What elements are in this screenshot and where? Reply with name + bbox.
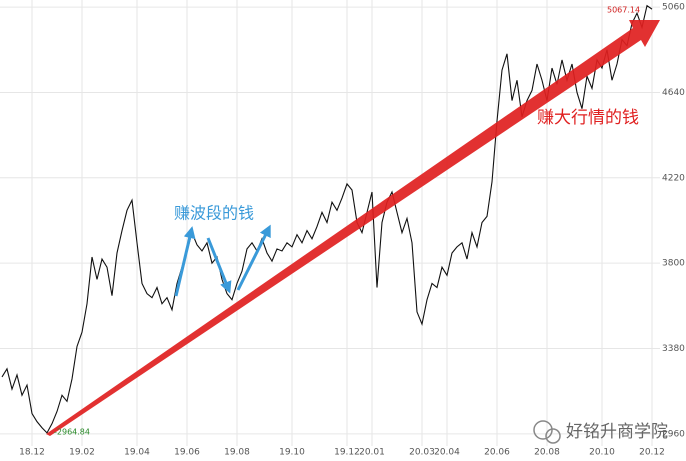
x-tick-label: 20.01 xyxy=(359,448,385,458)
watermark: 好铭升商学院 xyxy=(566,422,668,442)
swing-arrows xyxy=(174,224,271,297)
x-tick-label: 19.12 xyxy=(334,448,360,458)
x-tick-label: 19.08 xyxy=(224,448,250,458)
x-tick-label: 20.04 xyxy=(434,448,460,458)
x-tick-label: 20.03 xyxy=(409,448,435,458)
x-tick-label: 19.04 xyxy=(124,448,150,458)
y-tick-label: 5060 xyxy=(662,3,685,13)
x-tick-label: 20.10 xyxy=(589,448,615,458)
x-tick-label: 19.02 xyxy=(69,448,95,458)
y-tick-label: 4220 xyxy=(662,173,685,183)
grid xyxy=(0,0,660,446)
plot xyxy=(1,4,653,434)
x-tick-label: 19.06 xyxy=(174,448,200,458)
min-label: -2964.84 xyxy=(54,428,90,437)
price-line xyxy=(1,4,653,434)
y-tick-label: 3800 xyxy=(662,259,685,269)
x-tick-label: 19.10 xyxy=(279,448,305,458)
x-tick-label: 20.06 xyxy=(484,448,510,458)
x-tick-label: 18.12 xyxy=(19,448,45,458)
trend-text: 赚大行情的钱 xyxy=(537,108,639,128)
y-tick-label: 2960 xyxy=(662,429,685,439)
x-tick-label: 20.08 xyxy=(534,448,560,458)
trend-arrow xyxy=(46,20,660,436)
watermark-icon xyxy=(533,420,561,444)
swing-text: 赚波段的钱 xyxy=(174,204,254,223)
max-label: 5067.14 xyxy=(607,6,640,15)
x-tick-label: 20.12 xyxy=(639,448,665,458)
y-tick-label: 4640 xyxy=(662,88,685,98)
y-tick-label: 3380 xyxy=(662,344,685,354)
